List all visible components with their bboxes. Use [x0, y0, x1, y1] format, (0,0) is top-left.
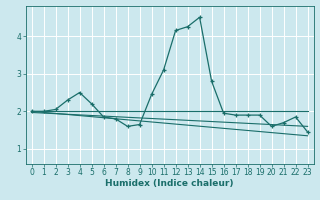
X-axis label: Humidex (Indice chaleur): Humidex (Indice chaleur): [105, 179, 234, 188]
